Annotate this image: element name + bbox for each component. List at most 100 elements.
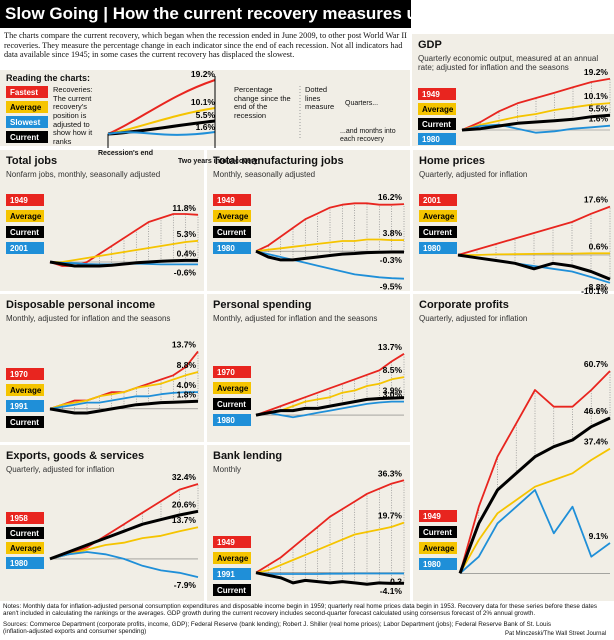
end-label: 16.2% (378, 192, 403, 202)
legend-label: Average (217, 554, 249, 563)
legend-label: 1949 (217, 538, 235, 547)
legend-box (419, 242, 457, 254)
legend-label: Current (422, 120, 451, 129)
legend-box (213, 398, 251, 410)
end-label: 13.7% (172, 515, 197, 525)
legend-box (419, 210, 457, 222)
series-line (255, 250, 405, 280)
end-label: -0.6% (174, 267, 197, 277)
legend-box (213, 366, 251, 378)
legend-box (6, 101, 48, 113)
end-label: -0.3% (380, 255, 403, 265)
series-line (458, 416, 611, 574)
end-label: 0.4% (177, 248, 197, 258)
end-label: -8.8% (586, 282, 609, 292)
panel-title: Corporate profits (419, 299, 509, 311)
series-line (255, 479, 405, 574)
end-label: 3.9% (383, 386, 403, 396)
dotted-note: Dotted lines measure (305, 85, 335, 112)
end-label: 5.3% (177, 229, 197, 239)
end-label: 8.5% (383, 365, 403, 375)
sources: Sources: Commerce Department (corporate … (3, 621, 552, 636)
panel-title: Personal spending (213, 299, 312, 311)
legend-box (6, 557, 44, 569)
legend-label: 1970 (217, 368, 235, 377)
legend-box (418, 103, 456, 115)
series-line (49, 258, 198, 268)
legend-box (6, 400, 44, 412)
legend-box (6, 416, 44, 428)
legend-label: Fastest (10, 88, 38, 97)
end-label: 36.3% (378, 468, 403, 478)
series-line (50, 239, 199, 263)
end-label: -0.3 (387, 576, 402, 586)
end-label: 19.7% (378, 511, 403, 521)
end-label: 4.0% (177, 380, 197, 390)
legend-box (419, 226, 457, 238)
end-label: 32.4% (172, 472, 197, 482)
legend-label: Current (217, 228, 246, 237)
series-line (255, 238, 404, 253)
legend-box (213, 226, 251, 238)
series-line (255, 249, 404, 262)
end-label: 13.7% (172, 339, 197, 349)
end-label: 10.1% (584, 91, 609, 101)
credit: Pat Minczeski/The Wall Street Journal (505, 631, 607, 637)
panel-title: Home prices (419, 155, 486, 167)
legend-box (418, 133, 456, 145)
sample-line (107, 131, 216, 136)
legend-label: Average (217, 384, 249, 393)
legend-label: 1949 (217, 196, 235, 205)
panel-title: Total jobs (6, 155, 58, 167)
end-label: 1.8% (177, 389, 197, 399)
notes: Notes: Monthly data for inflation-adjust… (3, 603, 598, 618)
series-line (461, 113, 611, 132)
legend-box (213, 552, 251, 564)
legend-label: Average (423, 544, 455, 553)
legend-label: Average (10, 386, 42, 395)
legend-box (213, 194, 251, 206)
sample-label: 19.2% (191, 69, 216, 79)
legend-box (6, 116, 48, 128)
legend-label: 1949 (10, 196, 28, 205)
series-line (457, 205, 611, 256)
series-line (255, 396, 405, 417)
legend-box (213, 382, 251, 394)
end-label: 3.0% (383, 390, 403, 400)
sample-label: 5.5% (196, 110, 216, 120)
series-line (49, 391, 198, 410)
panel-subtitle: Quarterly, adjusted for inflation (6, 465, 115, 474)
sample-label: 1.6% (196, 122, 216, 132)
end-label: 3.8% (383, 228, 403, 238)
legend-label: Slowest (10, 118, 41, 127)
series-line (459, 447, 611, 574)
legend-label: Current (10, 228, 39, 237)
legend-label: Average (423, 212, 455, 221)
end-label: -10.1% (581, 286, 608, 296)
end-label: -7.9% (174, 580, 197, 590)
legend-box (419, 558, 457, 570)
end-label: 8.8% (177, 360, 197, 370)
legend-label: 1980 (10, 559, 28, 568)
legend-label: Current (10, 529, 39, 538)
series-line (255, 571, 405, 586)
legend-box (419, 510, 457, 522)
series-line (457, 253, 611, 281)
legend-label: Average (422, 105, 454, 114)
title: Slow Going | How the current recovery me… (5, 4, 428, 23)
series-line (461, 123, 611, 134)
legend-box (6, 131, 48, 143)
legend-box (6, 226, 44, 238)
legend-label: Average (10, 212, 42, 221)
months-note: ...and months into each recovery (340, 128, 396, 144)
title-bar (0, 0, 411, 28)
series-line (255, 353, 405, 416)
panel-title: Exports, goods & services (6, 450, 145, 462)
legend-label: 1970 (10, 370, 28, 379)
legend-box (6, 86, 48, 98)
reading-title: Reading the charts: (6, 73, 91, 83)
legend-label: Current (10, 418, 39, 427)
legend-box (6, 368, 44, 380)
